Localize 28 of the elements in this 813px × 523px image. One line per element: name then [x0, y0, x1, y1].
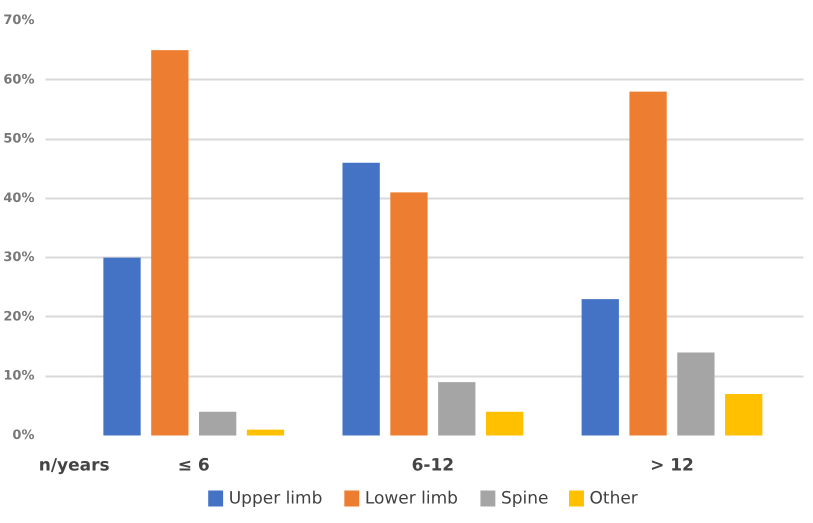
x-tick-label: 6-12	[412, 456, 454, 476]
bar	[677, 352, 715, 436]
y-tick-label: 10%	[3, 368, 35, 384]
bar	[438, 382, 476, 436]
legend-label: Other	[590, 488, 638, 508]
x-tick-label: ≤ 6	[178, 456, 210, 476]
bar	[151, 50, 188, 436]
bar	[246, 430, 284, 436]
bar	[342, 162, 380, 436]
bar	[103, 258, 141, 436]
y-tick-label: 20%	[3, 309, 35, 324]
x-tick-label: > 12	[650, 456, 694, 476]
bar	[486, 412, 524, 436]
y-tick-label: 70%	[3, 13, 35, 28]
legend-label: Lower limb	[364, 488, 458, 508]
bar	[582, 299, 619, 436]
y-tick-label: 0%	[12, 428, 35, 443]
x-axis-title: n/years	[38, 456, 110, 476]
y-tick-label: 30%	[3, 250, 35, 266]
y-tick-label: 50%	[3, 132, 35, 147]
legend-label: Upper limb	[228, 488, 322, 508]
bar	[390, 192, 428, 436]
bar	[629, 92, 667, 436]
legend-label: Spine	[500, 488, 548, 508]
bar	[199, 412, 236, 436]
bar	[725, 394, 762, 436]
y-tick-label: 60%	[3, 72, 35, 88]
y-tick-label: 40%	[3, 190, 35, 206]
